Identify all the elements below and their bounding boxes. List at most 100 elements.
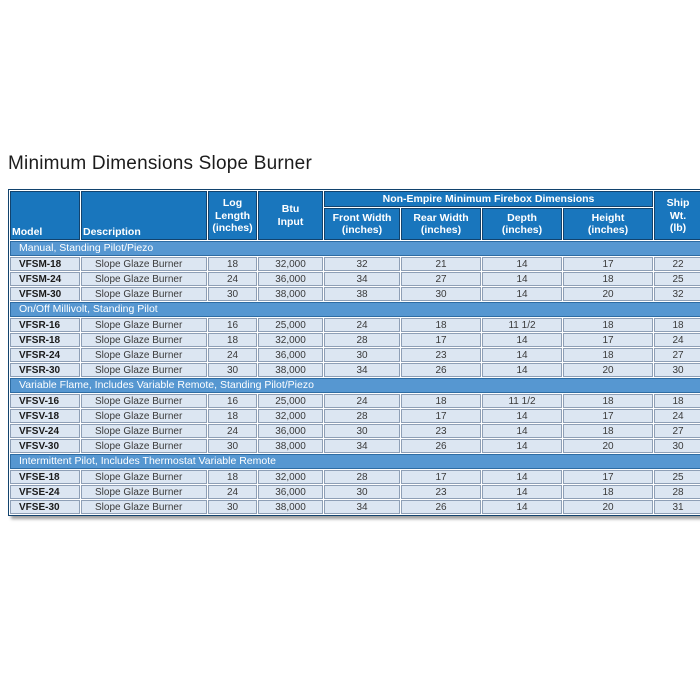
cell-ship-wt: 24: [654, 409, 700, 424]
cell-log-length: 30: [208, 500, 257, 515]
table-row: VFSR-30 Slope Glaze Burner 30 38,000 34 26 14 2…: [10, 363, 700, 378]
cell-description: Slope Glaze Burner: [81, 318, 207, 333]
cell-ship-wt: 25: [654, 272, 700, 287]
sub-header-row: Front Width (inches) Rear Width (inches)…: [10, 208, 700, 241]
cell-model: VFSR-16: [10, 318, 80, 333]
cell-log-length: 24: [208, 348, 257, 363]
cell-ship-wt: 27: [654, 348, 700, 363]
cell-log-length: 16: [208, 394, 257, 409]
cell-rear-width: 17: [401, 333, 481, 348]
cell-model: VFSE-30: [10, 500, 80, 515]
cell-ship-wt: 18: [654, 318, 700, 333]
cell-log-length: 30: [208, 439, 257, 454]
cell-description: Slope Glaze Burner: [81, 257, 207, 272]
cell-btu-input: 38,000: [258, 287, 323, 302]
table-header: Model Description Log Length (inches) Bt…: [10, 191, 700, 241]
cell-description: Slope Glaze Burner: [81, 363, 207, 378]
cell-description: Slope Glaze Burner: [81, 287, 207, 302]
cell-height: 20: [563, 500, 654, 515]
cell-front-width: 28: [324, 409, 400, 424]
group-header-row: Model Description Log Length (inches) Bt…: [10, 191, 700, 241]
table-row: VFSM-30 Slope Glaze Burner 30 38,000 38 30 14 2…: [10, 287, 700, 302]
cell-height: 20: [563, 439, 654, 454]
table-row: VFSE-24 Slope Glaze Burner 24 36,000 30 23 14 1…: [10, 485, 700, 500]
column-header-ship-wt: Ship Wt. (lb): [654, 191, 700, 241]
cell-front-width: 30: [324, 348, 400, 363]
cell-model: VFSV-16: [10, 394, 80, 409]
table-row: VFSE-30 Slope Glaze Burner 30 38,000 34 26 14 2…: [10, 500, 700, 515]
cell-height: 17: [563, 257, 654, 272]
cell-depth: 14: [482, 363, 562, 378]
cell-front-width: 28: [324, 470, 400, 485]
cell-rear-width: 17: [401, 470, 481, 485]
section-label: Manual, Standing Pilot/Piezo: [10, 241, 700, 257]
table-body: Manual, Standing Pilot/Piezo VFSM-18 Slope…: [10, 241, 700, 515]
cell-btu-input: 32,000: [258, 333, 323, 348]
cell-rear-width: 26: [401, 439, 481, 454]
cell-model: VFSV-18: [10, 409, 80, 424]
cell-model: VFSR-24: [10, 348, 80, 363]
cell-btu-input: 32,000: [258, 257, 323, 272]
cell-front-width: 32: [324, 257, 400, 272]
cell-log-length: 16: [208, 318, 257, 333]
cell-ship-wt: 30: [654, 363, 700, 378]
cell-log-length: 24: [208, 424, 257, 439]
group-header-firebox-dimensions: Non-Empire Minimum Firebox Dimensions: [324, 191, 654, 208]
cell-description: Slope Glaze Burner: [81, 348, 207, 363]
cell-rear-width: 26: [401, 500, 481, 515]
cell-btu-input: 32,000: [258, 409, 323, 424]
cell-depth: 14: [482, 333, 562, 348]
section-header-row: On/Off Millivolt, Standing Pilot: [10, 302, 700, 318]
cell-front-width: 34: [324, 500, 400, 515]
cell-btu-input: 25,000: [258, 394, 323, 409]
cell-log-length: 30: [208, 287, 257, 302]
table-row: VFSM-18 Slope Glaze Burner 18 32,000 32 21 14 1…: [10, 257, 700, 272]
cell-rear-width: 18: [401, 394, 481, 409]
section-label: Intermittent Pilot, Includes Thermostat …: [10, 454, 700, 470]
cell-description: Slope Glaze Burner: [81, 500, 207, 515]
cell-depth: 14: [482, 272, 562, 287]
table-row: VFSR-24 Slope Glaze Burner 24 36,000 30 23 14 1…: [10, 348, 700, 363]
cell-btu-input: 36,000: [258, 424, 323, 439]
cell-btu-input: 36,000: [258, 272, 323, 287]
cell-depth: 14: [482, 470, 562, 485]
section-label: On/Off Millivolt, Standing Pilot: [10, 302, 700, 318]
cell-ship-wt: 32: [654, 287, 700, 302]
cell-log-length: 18: [208, 257, 257, 272]
cell-description: Slope Glaze Burner: [81, 439, 207, 454]
cell-rear-width: 21: [401, 257, 481, 272]
cell-model: VFSR-30: [10, 363, 80, 378]
cell-height: 18: [563, 318, 654, 333]
cell-rear-width: 23: [401, 424, 481, 439]
cell-ship-wt: 30: [654, 439, 700, 454]
cell-ship-wt: 22: [654, 257, 700, 272]
column-header-rear-width: Rear Width (inches): [401, 208, 481, 241]
cell-ship-wt: 28: [654, 485, 700, 500]
cell-depth: 14: [482, 424, 562, 439]
cell-description: Slope Glaze Burner: [81, 424, 207, 439]
table-row: VFSV-24 Slope Glaze Burner 24 36,000 30 23 14 1…: [10, 424, 700, 439]
cell-height: 20: [563, 287, 654, 302]
cell-depth: 14: [482, 348, 562, 363]
table-row: VFSE-18 Slope Glaze Burner 18 32,000 28 17 14 1…: [10, 470, 700, 485]
cell-rear-width: 23: [401, 348, 481, 363]
cell-log-length: 18: [208, 470, 257, 485]
cell-front-width: 24: [324, 318, 400, 333]
cell-log-length: 30: [208, 363, 257, 378]
cell-description: Slope Glaze Burner: [81, 272, 207, 287]
cell-rear-width: 30: [401, 287, 481, 302]
cell-ship-wt: 25: [654, 470, 700, 485]
cell-depth: 14: [482, 485, 562, 500]
page: Minimum Dimensions Slope Burner Model De…: [8, 153, 700, 517]
table-row: VFSR-16 Slope Glaze Burner 16 25,000 24 18 11 …: [10, 318, 700, 333]
cell-rear-width: 27: [401, 272, 481, 287]
cell-log-length: 24: [208, 485, 257, 500]
cell-ship-wt: 27: [654, 424, 700, 439]
table-row: VFSM-24 Slope Glaze Burner 24 36,000 34 27 14 1…: [10, 272, 700, 287]
cell-front-width: 38: [324, 287, 400, 302]
cell-btu-input: 36,000: [258, 348, 323, 363]
cell-front-width: 34: [324, 363, 400, 378]
cell-ship-wt: 18: [654, 394, 700, 409]
cell-height: 20: [563, 363, 654, 378]
cell-rear-width: 26: [401, 363, 481, 378]
